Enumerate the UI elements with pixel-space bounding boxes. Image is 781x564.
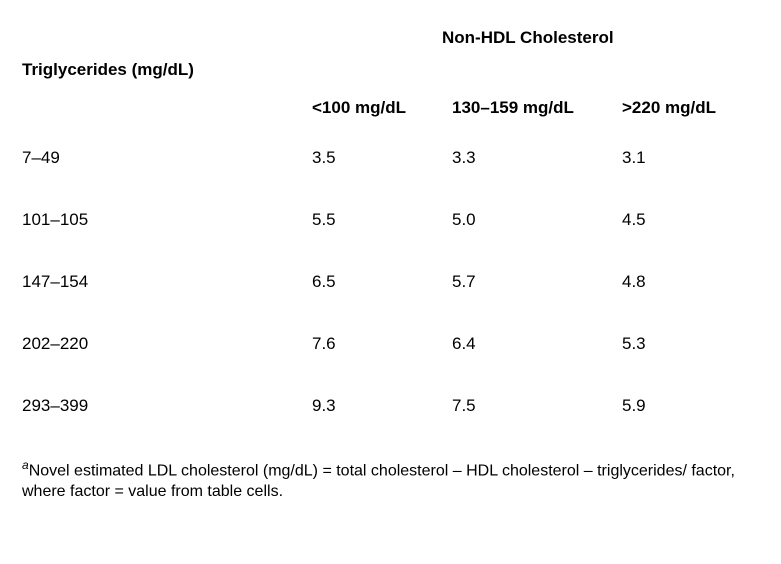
row-axis-label: Triglycerides (mg/dL) bbox=[22, 60, 759, 80]
table-cell: 4.8 bbox=[622, 272, 759, 292]
table-cell: 5.5 bbox=[312, 210, 452, 230]
table-cell: 5.3 bbox=[622, 334, 759, 354]
group-header-spacer bbox=[22, 28, 312, 48]
group-header-row: Non-HDL Cholesterol bbox=[22, 28, 759, 48]
table-cell: 6.4 bbox=[452, 334, 622, 354]
table-cell: 3.1 bbox=[622, 148, 759, 168]
table-cell: 6.5 bbox=[312, 272, 452, 292]
footnote: aNovel estimated LDL cholesterol (mg/dL)… bbox=[22, 458, 742, 503]
column-header: <100 mg/dL bbox=[312, 98, 452, 118]
column-headers: <100 mg/dL 130–159 mg/dL >220 mg/dL bbox=[22, 98, 759, 118]
cholesterol-table: Non-HDL Cholesterol Triglycerides (mg/dL… bbox=[22, 28, 759, 503]
table-row: 202–220 7.6 6.4 5.3 bbox=[22, 334, 759, 354]
column-header: 130–159 mg/dL bbox=[452, 98, 622, 118]
column-header: >220 mg/dL bbox=[622, 98, 759, 118]
row-label: 7–49 bbox=[22, 148, 312, 168]
table-row: 293–399 9.3 7.5 5.9 bbox=[22, 396, 759, 416]
table-cell: 4.5 bbox=[622, 210, 759, 230]
table-row: 147–154 6.5 5.7 4.8 bbox=[22, 272, 759, 292]
table-cell: 5.9 bbox=[622, 396, 759, 416]
footnote-marker: a bbox=[22, 458, 29, 472]
table-row: 7–49 3.5 3.3 3.1 bbox=[22, 148, 759, 168]
table-cell: 3.3 bbox=[452, 148, 622, 168]
row-label: 202–220 bbox=[22, 334, 312, 354]
table-cell: 5.0 bbox=[452, 210, 622, 230]
table-cell: 3.5 bbox=[312, 148, 452, 168]
row-label: 293–399 bbox=[22, 396, 312, 416]
table-cell: 7.5 bbox=[452, 396, 622, 416]
group-header: Non-HDL Cholesterol bbox=[312, 28, 759, 48]
table-cell: 9.3 bbox=[312, 396, 452, 416]
column-header-spacer bbox=[22, 98, 312, 118]
row-label: 101–105 bbox=[22, 210, 312, 230]
table-row: 101–105 5.5 5.0 4.5 bbox=[22, 210, 759, 230]
table-cell: 5.7 bbox=[452, 272, 622, 292]
row-label: 147–154 bbox=[22, 272, 312, 292]
table-cell: 7.6 bbox=[312, 334, 452, 354]
footnote-text: Novel estimated LDL cholesterol (mg/dL) … bbox=[22, 462, 735, 500]
